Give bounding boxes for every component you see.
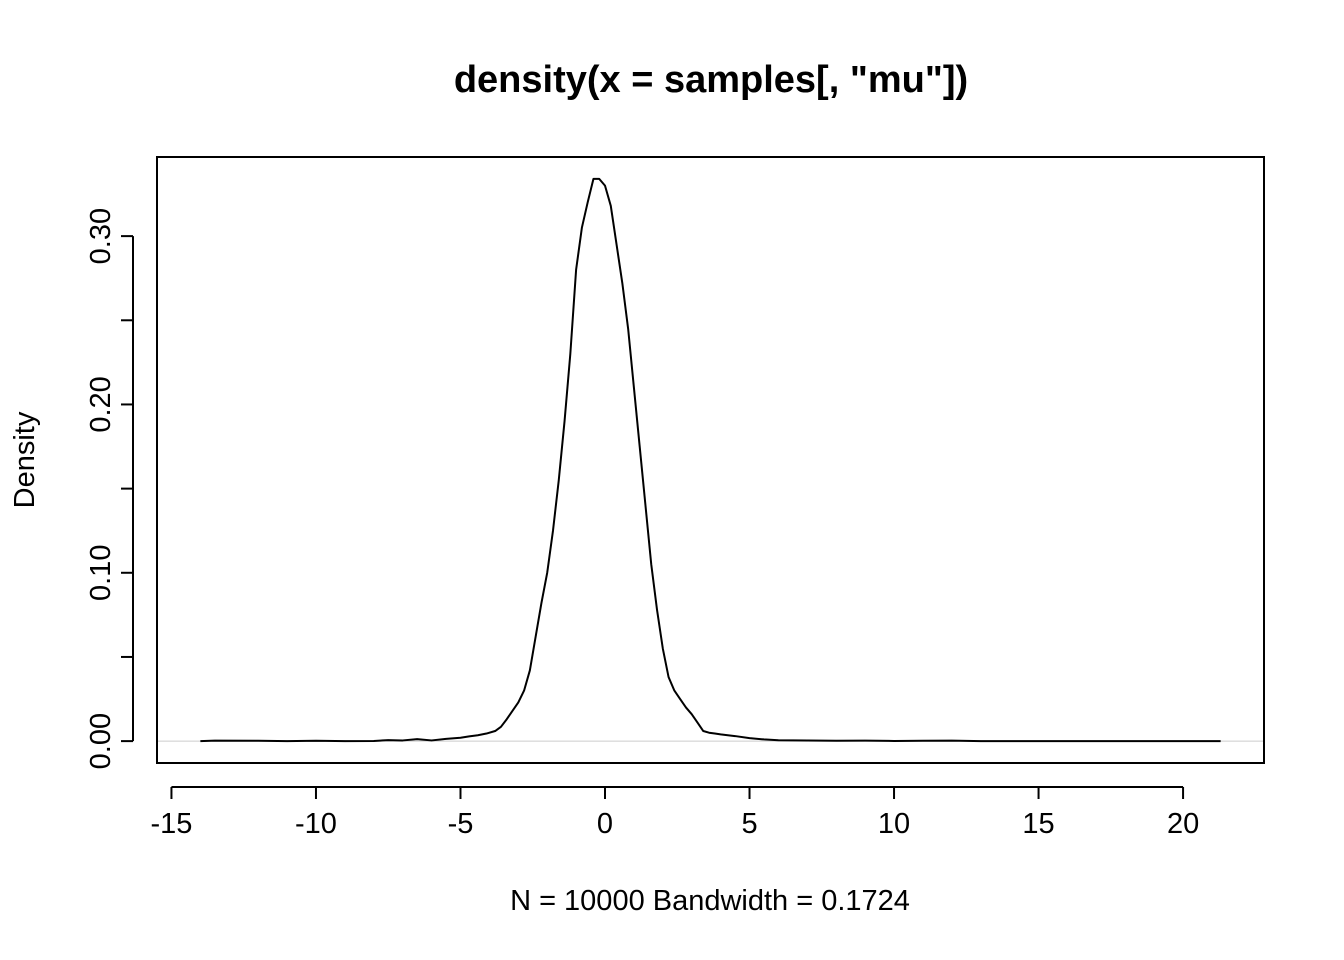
y-tick-label: 0.10 [85,545,117,601]
chart-title: density(x = samples[, "mu"]) [454,59,968,101]
x-tick-label: 10 [878,808,910,840]
x-tick-label: 5 [741,808,757,840]
x-tick-label: 15 [1022,808,1054,840]
y-axis: 0.00 0.10 0.20 0.30 [85,208,134,769]
y-tick-label: 0.30 [85,208,117,264]
y-tick-label: 0.20 [85,376,117,432]
density-curve [200,177,1221,743]
x-axis-label: N = 10000 Bandwidth = 0.1724 [510,885,910,917]
x-tick-label: 0 [597,808,613,840]
plot-frame [156,156,1265,764]
y-axis-label: Density [9,411,41,508]
x-tick-label: 20 [1167,808,1199,840]
y-tick-label: 0.00 [85,713,117,769]
x-tick-label: -15 [150,808,192,840]
x-tick-label: -5 [448,808,474,840]
x-axis: -15 -10 -5 0 5 10 15 20 [150,786,1199,840]
x-tick-label: -10 [295,808,337,840]
